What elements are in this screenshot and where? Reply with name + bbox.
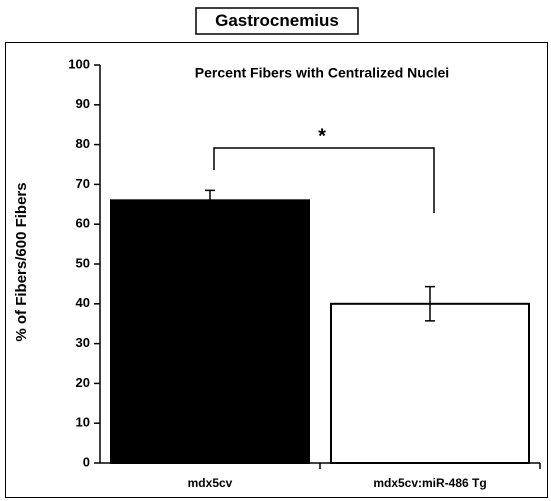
y-tick-label: 20 <box>76 375 90 390</box>
chart-title: Percent Fibers with Centralized Nuclei <box>195 65 449 81</box>
bar <box>110 199 310 464</box>
y-tick-label: 60 <box>76 216 90 231</box>
x-tick-label: mdx5cv <box>188 476 233 490</box>
header-box <box>195 7 359 35</box>
annotation: * <box>318 125 326 147</box>
y-tick-label: 80 <box>76 136 90 151</box>
y-tick-label: 50 <box>76 255 90 270</box>
y-tick-label: 40 <box>76 295 90 310</box>
y-tick-label: 90 <box>76 96 90 111</box>
y-tick-label: 0 <box>83 454 90 469</box>
y-axis-label: % of Fibers/600 Fibers <box>13 182 30 341</box>
y-tick-label: 10 <box>76 415 90 430</box>
error-bar <box>205 189 215 212</box>
bar <box>330 302 530 464</box>
header: Gastrocnemius <box>215 11 339 30</box>
significance-bracket <box>213 147 435 213</box>
y-tick-label: 70 <box>76 176 90 191</box>
y-tick-label: 30 <box>76 335 90 350</box>
y-tick-label: 100 <box>68 56 90 71</box>
error-bar <box>425 285 435 322</box>
x-tick-label: mdx5cv:miR-486 Tg <box>373 476 486 490</box>
